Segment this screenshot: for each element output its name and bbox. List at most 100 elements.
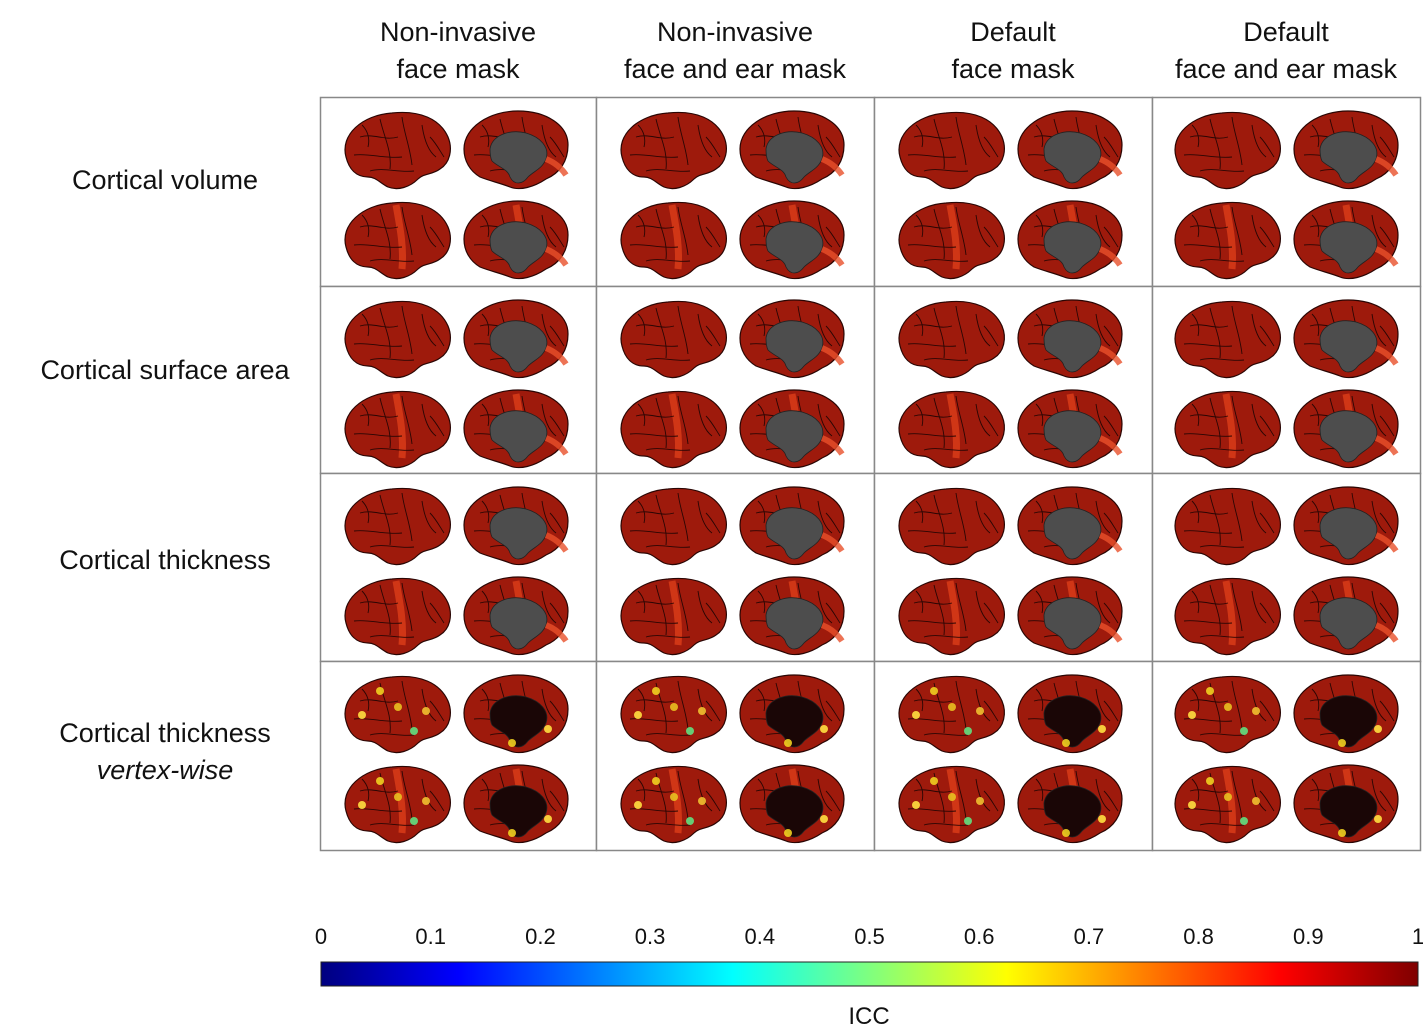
row-label-0-line1: Cortical volume: [71, 165, 259, 195]
sulcus-line: [353, 530, 403, 534]
cortex-surface: [898, 675, 1005, 754]
sulcus-line: [637, 778, 646, 802]
sulcus-line: [379, 118, 391, 170]
sulcus-line: [369, 635, 415, 638]
sulcus-line: [1095, 500, 1111, 534]
brain-medial-view: [1017, 389, 1123, 469]
sulcus-line: [907, 244, 957, 248]
brain-panel-grid: [319, 96, 1422, 852]
sulcus-line: [907, 620, 957, 624]
colorbar-tick-label-7: 0.7: [1074, 924, 1105, 949]
higher-icc-band: [946, 580, 961, 646]
low-icc-spot: [376, 777, 384, 785]
sulcus-line: [1259, 136, 1275, 158]
low-icc-spot: [930, 777, 938, 785]
sulcus-line: [923, 733, 969, 736]
sulcus-line: [757, 590, 766, 614]
sulcus-line: [1379, 136, 1395, 158]
sulcus-line: [1035, 313, 1044, 337]
sulcus-line: [429, 325, 445, 347]
sulcus-line: [549, 226, 565, 248]
higher-icc-band: [668, 393, 683, 459]
sulcus-line: [1035, 214, 1044, 238]
sulcus-line: [697, 403, 713, 437]
sulcus-line: [983, 226, 999, 248]
sulcus-line: [983, 602, 999, 624]
sulcus-line: [541, 214, 557, 248]
medial-wall: [489, 597, 548, 650]
sulcus-line: [913, 414, 953, 418]
sulcus-line: [933, 208, 945, 260]
brain-lateral-view: [620, 201, 727, 280]
sulcus-line: [369, 448, 415, 451]
sulcus-line: [1189, 414, 1229, 418]
column-header-1: Non-invasive face and ear mask: [596, 14, 874, 86]
medial-wall: [1319, 131, 1378, 184]
sulcus-line: [955, 582, 967, 632]
low-icc-spot: [784, 739, 792, 747]
sulcus-line: [629, 154, 679, 158]
sulcus-line: [1231, 492, 1243, 542]
low-icc-spot: [1240, 727, 1248, 735]
sulcus-line: [421, 124, 437, 158]
cortex-surface: [344, 675, 451, 754]
column-header-1-line1: Non-invasive: [656, 17, 814, 47]
sulcus-line: [549, 325, 565, 347]
higher-icc-band: [392, 580, 407, 646]
sulcus-line: [983, 700, 999, 722]
sulcus-line: [907, 718, 957, 722]
sulcus-line: [817, 214, 833, 248]
sulcus-line: [757, 778, 766, 802]
sulcus-line: [361, 214, 370, 238]
sulcus-line: [933, 118, 945, 170]
low-icc-spot: [820, 815, 828, 823]
higher-icc-band: [946, 768, 961, 834]
brain-medial-view: [463, 299, 569, 379]
low-icc-spot: [1062, 739, 1070, 747]
low-icc-spot: [912, 801, 920, 809]
sulcus-line: [1189, 511, 1229, 515]
sulcus-line: [361, 590, 370, 614]
sulcus-line: [1231, 582, 1243, 632]
low-icc-spot: [912, 711, 920, 719]
brain-medial-view: [1293, 110, 1399, 190]
brain-panel-r1-c3: [1151, 285, 1422, 475]
brain-medial-view: [1293, 764, 1399, 844]
sulcus-line: [353, 718, 403, 722]
sulcus-line: [541, 124, 557, 158]
sulcus-line: [1103, 226, 1119, 248]
sulcus-line: [629, 808, 679, 812]
column-header-0: Non-invasive face mask: [320, 14, 596, 86]
sulcus-line: [549, 136, 565, 158]
sulcus-line: [359, 324, 399, 328]
sulcus-line: [1189, 225, 1229, 229]
column-header-2-line1: Default: [970, 17, 1056, 47]
brain-lateral-view: [344, 487, 451, 566]
brain-medial-view: [1017, 764, 1123, 844]
low-icc-spot: [422, 797, 430, 805]
sulcus-line: [637, 214, 646, 238]
low-icc-spot: [394, 793, 402, 801]
sulcus-line: [369, 545, 415, 548]
sulcus-line: [933, 584, 945, 636]
sulcus-line: [915, 124, 924, 148]
sulcus-line: [481, 313, 490, 337]
sulcus-line: [1095, 778, 1111, 812]
sulcus-line: [983, 136, 999, 158]
higher-icc-region: [544, 345, 569, 366]
low-icc-spot: [1338, 829, 1346, 837]
low-icc-spot: [1062, 829, 1070, 837]
low-icc-spot: [1374, 815, 1382, 823]
brain-lateral-view: [1174, 390, 1281, 469]
column-header-1-line2: face and ear mask: [623, 54, 847, 84]
row-label-3-line2: vertex-wise: [96, 755, 234, 785]
sulcus-line: [1311, 688, 1320, 712]
sulcus-line: [1311, 403, 1320, 427]
column-header-3-line1: Default: [1243, 17, 1329, 47]
cortex-surface: [344, 111, 451, 190]
sulcus-line: [1311, 214, 1320, 238]
sulcus-line: [757, 313, 766, 337]
sulcus-line: [1259, 226, 1275, 248]
sulcus-line: [757, 124, 766, 148]
sulcus-line: [541, 500, 557, 534]
